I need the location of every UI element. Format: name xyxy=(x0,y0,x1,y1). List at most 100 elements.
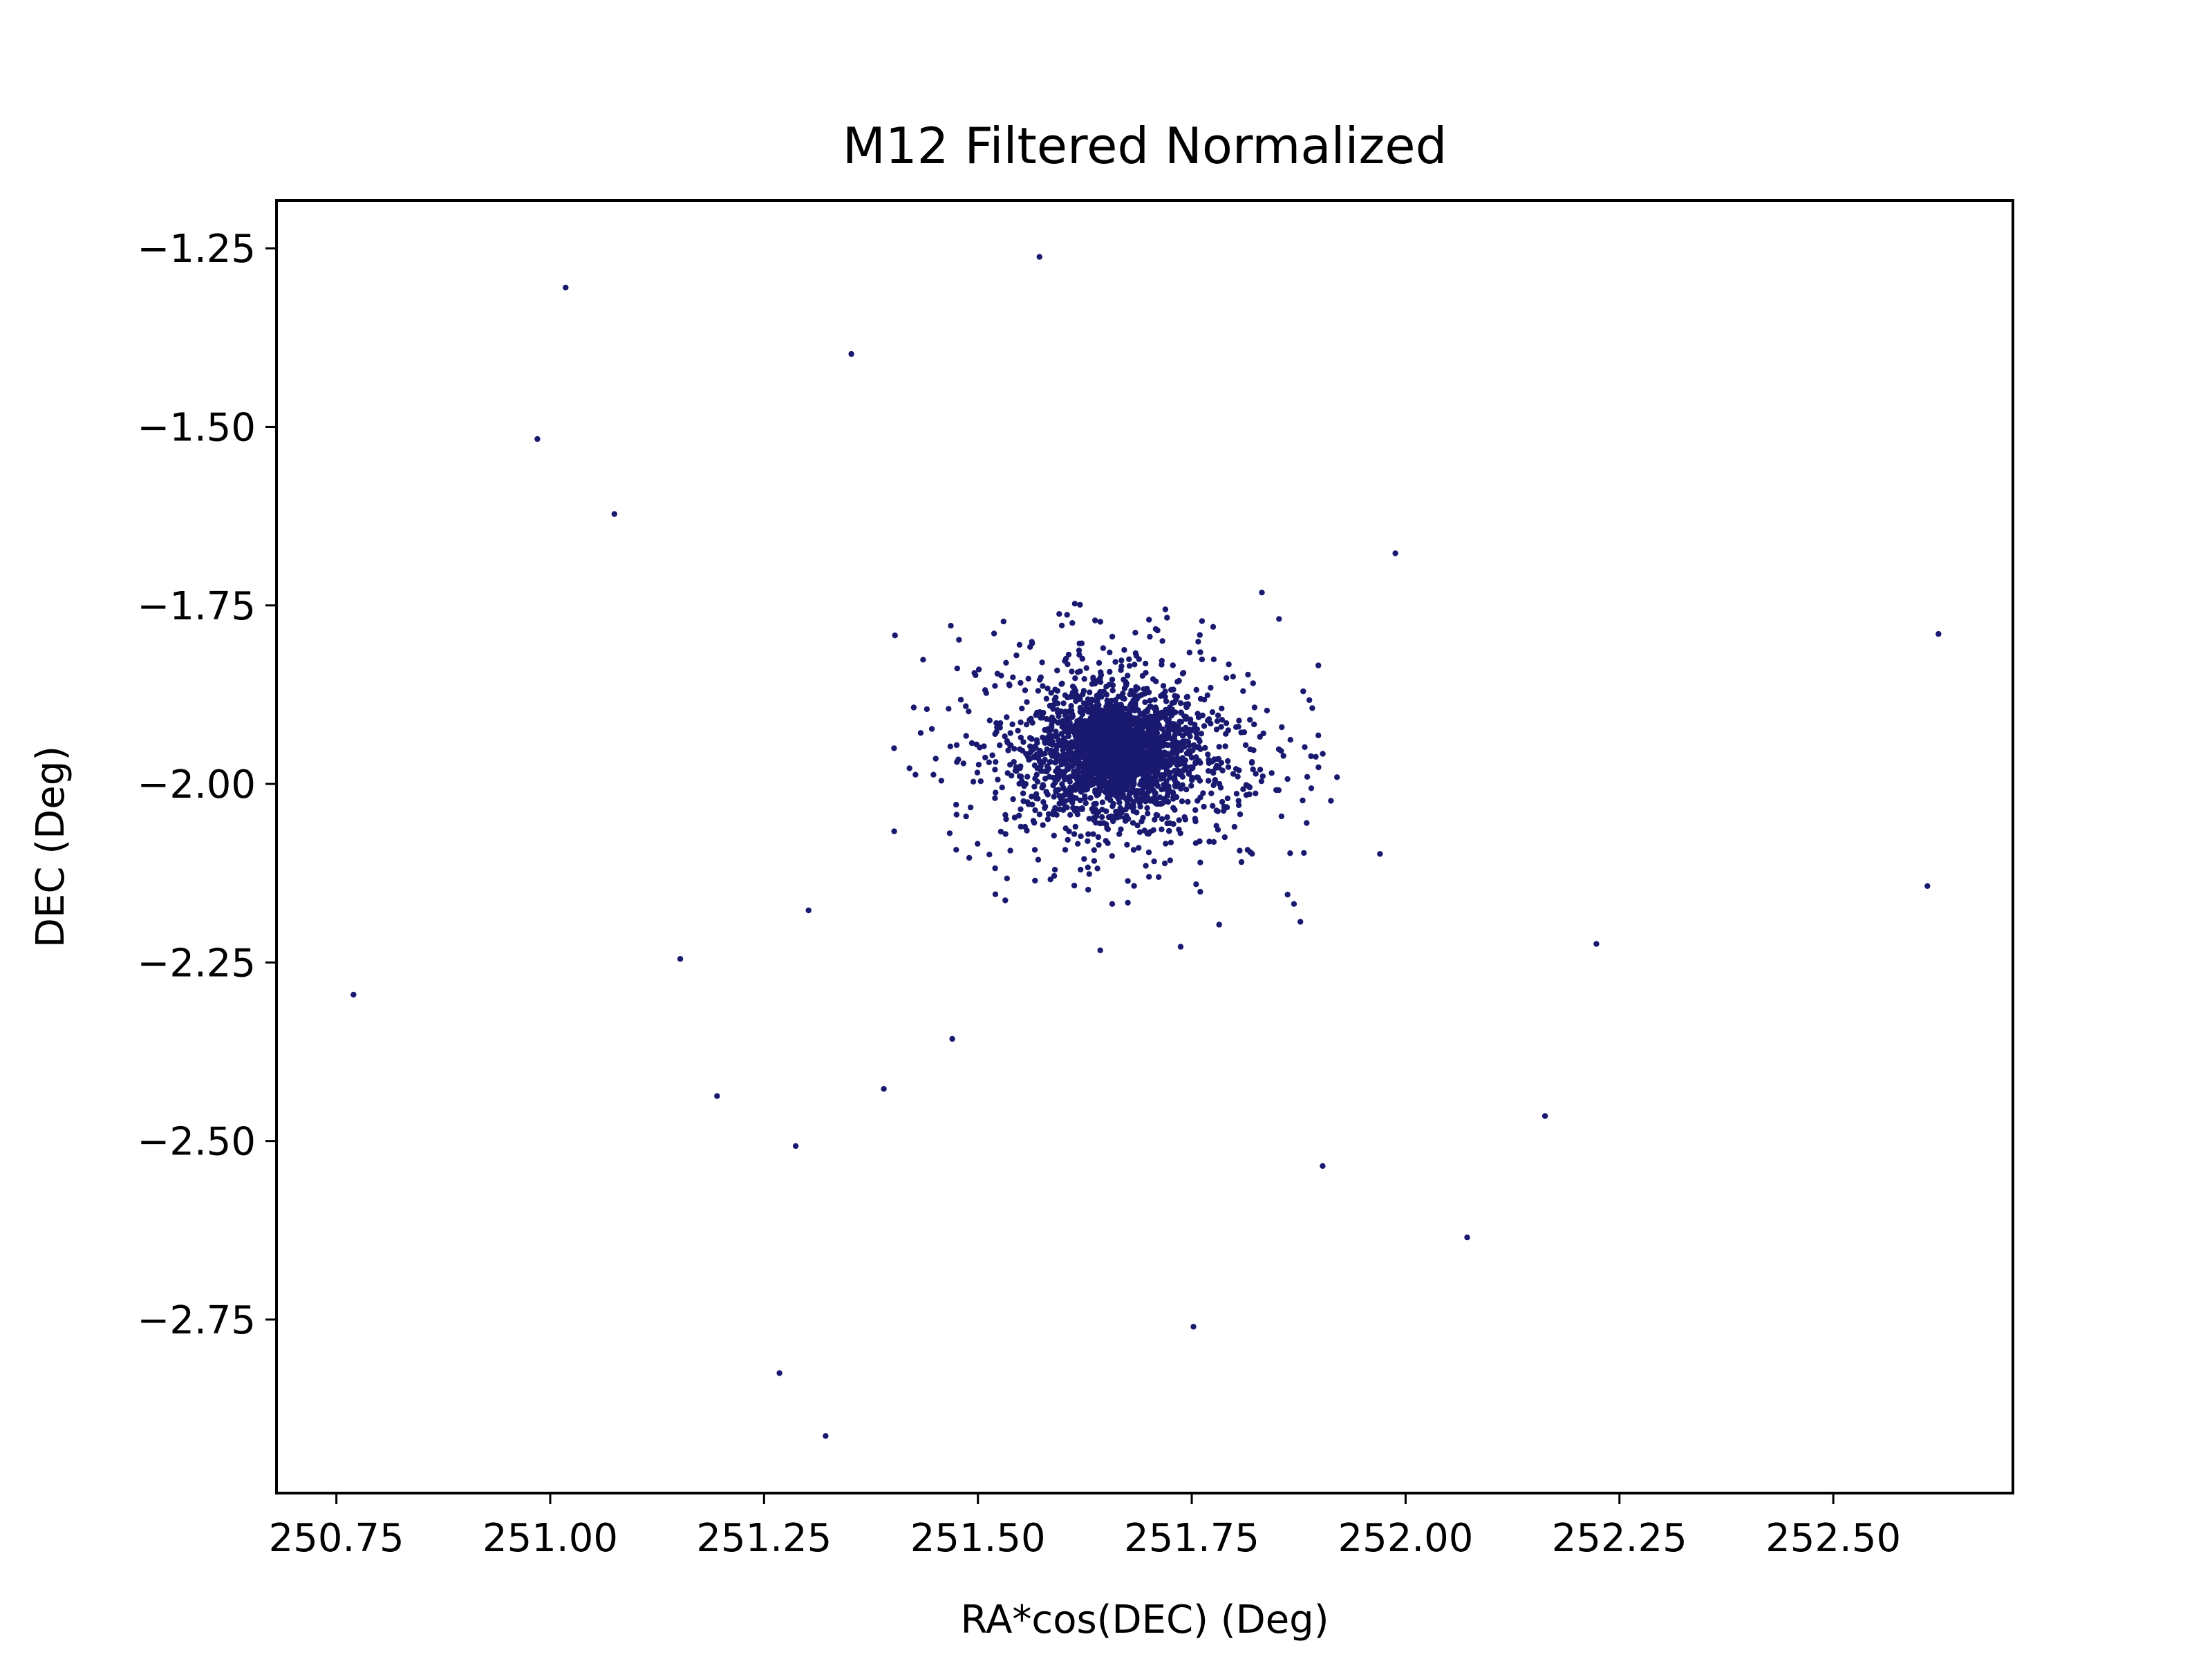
data-point xyxy=(1202,744,1208,751)
data-point xyxy=(1183,694,1190,700)
data-point xyxy=(1098,672,1105,678)
data-point xyxy=(1015,727,1021,734)
data-point xyxy=(992,731,998,738)
data-point xyxy=(1065,765,1072,772)
data-point xyxy=(1040,709,1047,716)
data-point xyxy=(1199,656,1206,663)
data-point xyxy=(1018,719,1024,726)
data-point xyxy=(1081,700,1087,706)
data-point xyxy=(1116,733,1123,740)
data-point xyxy=(1092,807,1099,813)
data-point xyxy=(1210,838,1217,845)
data-point xyxy=(1201,696,1208,703)
data-point xyxy=(1011,814,1018,821)
data-point xyxy=(1300,688,1306,695)
data-point xyxy=(1003,816,1009,823)
data-point xyxy=(1076,776,1083,782)
data-point xyxy=(1133,653,1140,659)
data-point xyxy=(1279,724,1285,731)
data-point xyxy=(1110,720,1117,727)
data-point xyxy=(1100,688,1107,695)
data-point xyxy=(1027,735,1033,741)
data-point xyxy=(1154,712,1160,718)
data-point xyxy=(1125,673,1131,679)
data-point xyxy=(966,854,973,861)
data-point xyxy=(1093,760,1099,767)
data-point xyxy=(848,350,854,357)
data-point xyxy=(1194,774,1201,780)
data-point xyxy=(1176,729,1182,735)
data-point xyxy=(1099,807,1105,813)
data-point xyxy=(1159,657,1165,664)
data-point xyxy=(1057,806,1063,813)
data-point xyxy=(1116,779,1123,785)
data-point xyxy=(1215,827,1221,833)
data-point xyxy=(1138,769,1145,775)
data-point xyxy=(1232,766,1239,772)
data-point xyxy=(823,1433,829,1439)
data-point xyxy=(1062,744,1068,751)
data-point xyxy=(1125,724,1132,730)
data-point xyxy=(1091,680,1098,687)
data-point xyxy=(1075,769,1082,776)
x-tick-label: 251.75 xyxy=(1124,1516,1259,1561)
data-point xyxy=(1067,715,1074,721)
data-point xyxy=(1094,700,1100,706)
data-point xyxy=(1018,806,1024,812)
data-point xyxy=(946,706,952,712)
data-point xyxy=(1077,797,1084,804)
data-point xyxy=(1218,724,1224,730)
data-point xyxy=(1253,771,1259,777)
data-point xyxy=(1164,615,1170,621)
data-point xyxy=(1019,778,1025,784)
data-point xyxy=(1170,805,1177,811)
data-point xyxy=(1094,751,1100,757)
data-point xyxy=(1109,901,1116,907)
data-point xyxy=(1170,794,1177,800)
data-point xyxy=(1320,751,1326,757)
data-point xyxy=(1315,764,1322,771)
data-point xyxy=(1091,724,1098,731)
data-point xyxy=(1242,742,1249,749)
data-point xyxy=(1140,794,1146,800)
data-point xyxy=(920,657,926,663)
data-point xyxy=(1018,774,1024,780)
data-point xyxy=(1192,840,1199,846)
data-point xyxy=(1136,693,1143,699)
data-point xyxy=(1206,778,1212,784)
data-point xyxy=(1047,774,1053,780)
data-point xyxy=(1147,697,1153,704)
data-point xyxy=(1076,652,1082,658)
data-point xyxy=(1053,729,1059,735)
data-point xyxy=(1047,759,1053,765)
data-point xyxy=(1171,774,1178,780)
data-point xyxy=(1074,782,1080,788)
data-point xyxy=(960,760,967,767)
data-point xyxy=(1141,757,1147,764)
data-point xyxy=(1275,787,1282,794)
data-point xyxy=(953,742,960,749)
data-point xyxy=(1096,842,1102,848)
data-point xyxy=(1253,790,1259,797)
data-point xyxy=(1093,769,1100,776)
data-point xyxy=(1086,816,1092,822)
data-point xyxy=(1105,727,1111,734)
data-point xyxy=(1185,771,1192,777)
data-point xyxy=(1100,645,1107,651)
data-point xyxy=(1044,791,1051,798)
data-point xyxy=(1176,746,1182,753)
data-point xyxy=(1240,786,1246,792)
data-point xyxy=(1198,731,1205,737)
data-point xyxy=(970,778,977,785)
data-point xyxy=(1085,886,1091,893)
data-point xyxy=(1020,790,1027,796)
data-point xyxy=(1189,777,1195,783)
data-point xyxy=(1143,660,1149,667)
data-point xyxy=(1051,872,1058,879)
data-point xyxy=(1593,941,1600,947)
data-point xyxy=(1074,741,1081,748)
data-point xyxy=(1097,619,1104,625)
data-point xyxy=(1158,751,1165,758)
data-point xyxy=(1158,693,1164,699)
data-point xyxy=(1168,724,1174,731)
